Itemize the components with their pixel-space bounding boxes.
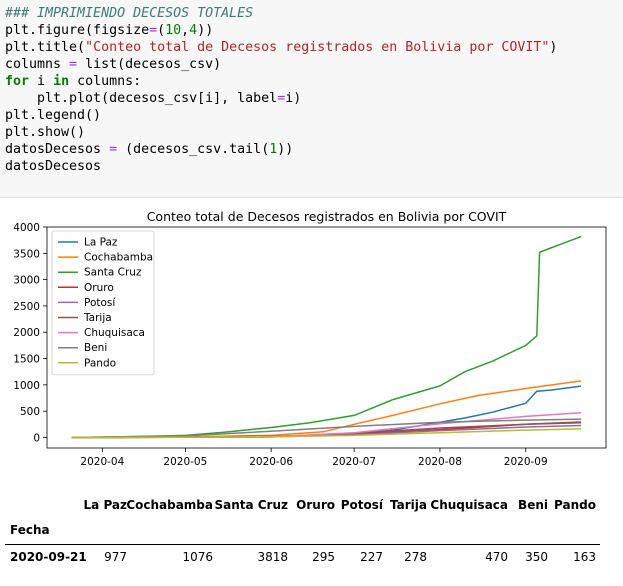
plot-frame [46,226,607,449]
column-header: Tarija [390,498,427,512]
legend-entry: Oruro [84,282,114,294]
chart-title: Conteo total de Decesos registrados en B… [147,209,507,224]
x-tick-label: 2020-06 [249,456,293,468]
index-name: Fecha [10,523,50,537]
x-tick-label: 2020-05 [163,456,207,468]
code-token: columns [5,57,70,72]
code-line: plt.plot(decesos_csv[i], label=i) [5,90,557,107]
column-header: Oruro [296,498,335,512]
dataframe-output: La Paz Cochabamba Santa Cruz Oruro Potosí Tar… [0,488,623,583]
y-tick-label: 1500 [13,354,40,366]
code-token: list(decesos_csv) [77,57,222,72]
x-tick-label: 2020-07 [332,456,376,468]
code-token: = [149,23,158,38]
y-tick-label: 3500 [13,248,40,260]
table-cell: 350 [525,550,548,564]
code-token: 10 [165,23,182,38]
code-token: 4 [189,23,198,38]
legend-entry: Tarija [83,312,112,324]
y-tick-label: 1000 [13,380,40,392]
table-cell: 227 [360,550,383,564]
column-header: Beni [518,498,548,512]
line-chart: Conteo total de Decesos registrados en B… [13,209,607,468]
column-header: Cochabamba [126,498,213,512]
code-token: )) [197,23,214,38]
code-line: datosDecesos = (decesos_csv.tail(1)) [5,141,557,158]
code-token: i [29,74,54,89]
code-line: plt.title("Conteo total de Decesos regis… [5,39,557,56]
code-token: "Conteo total de Decesos registrados en … [85,40,550,55]
legend-entry: Beni [84,342,107,354]
code-token: plt.plot(decesos_csv[i], label [5,91,278,106]
code-token: ( [157,23,166,38]
column-header: Santa Cruz [214,498,288,512]
code-token: columns: [69,74,142,89]
code-line: for i in columns: [5,73,557,90]
legend [51,230,155,376]
series-line-pando [71,428,582,439]
column-header: Chuquisaca [430,498,508,512]
code-line: ### IMPRIMIENDO DECESOS TOTALES [5,5,557,22]
table-cell: 470 [485,550,508,564]
code-token: plt.figure(figsize [5,23,150,38]
code-token: 1 [269,142,278,157]
code-token: , [181,23,190,38]
code-token: = [109,142,118,157]
code-token: plt.legend() [5,108,102,123]
legend-entry: La Paz [84,237,118,249]
series-line-beni [71,418,582,439]
code-token: )) [277,142,294,157]
code-token: = [69,57,78,72]
code-token: plt.show() [5,125,86,140]
x-tick-label: 2020-08 [418,456,462,468]
x-tick-label: 2020-04 [80,456,124,468]
code-line: columns = list(decesos_csv) [5,56,557,73]
code-token: in [53,74,70,89]
table-cell: 278 [404,550,427,564]
code-token: datosDecesos [5,142,110,157]
legend-entry: Cochabamba [84,252,153,264]
code-token: plt.title( [5,40,86,55]
legend-entry: Pando [84,357,116,369]
code-line: datosDecesos [5,158,557,175]
y-tick-label: 2500 [13,301,40,313]
table-cell: 1076 [182,550,213,564]
plot-output: Conteo total de Decesos registrados en B… [0,205,623,470]
code-line: plt.figure(figsize=(10,4)) [5,22,557,39]
column-header: La Paz [83,498,127,512]
y-tick-label: 2000 [13,327,40,339]
table-cell: 163 [573,550,596,564]
code-token: for [5,74,30,89]
column-header: Pando [554,498,596,512]
code-token: ) [549,40,558,55]
x-tick-label: 2020-09 [504,456,548,468]
code-editor[interactable]: ### IMPRIMIENDO DECESOS TOTALES plt.figur… [5,5,557,175]
legend-entry: Santa Cruz [84,267,142,279]
series-line-la-paz [71,385,582,439]
series-line-santa-cruz [71,235,582,439]
code-line: plt.show() [5,124,557,141]
table-divider [5,544,600,545]
code-line: plt.legend() [5,107,557,124]
code-token: datosDecesos [5,159,102,174]
y-tick-label: 4000 [13,222,40,234]
column-header: Potosí [340,498,383,512]
code-token: = [277,91,286,106]
legend-entry: Potosí [84,297,116,309]
table-cell: 295 [312,550,335,564]
y-tick-label: 500 [20,406,40,418]
code-token: ### IMPRIMIENDO DECESOS TOTALES [5,6,254,21]
code-token: (decesos_csv.tail( [117,142,270,157]
table-cell: 977 [104,550,127,564]
y-tick-label: 3000 [13,275,40,287]
table-cell: 3818 [257,550,288,564]
code-token: i) [285,91,302,106]
y-tick-label: 0 [33,432,40,444]
code-cell[interactable]: ### IMPRIMIENDO DECESOS TOTALES plt.figur… [0,0,623,198]
row-index: 2020-09-21 [10,550,87,564]
legend-entry: Chuquisaca [84,327,145,339]
